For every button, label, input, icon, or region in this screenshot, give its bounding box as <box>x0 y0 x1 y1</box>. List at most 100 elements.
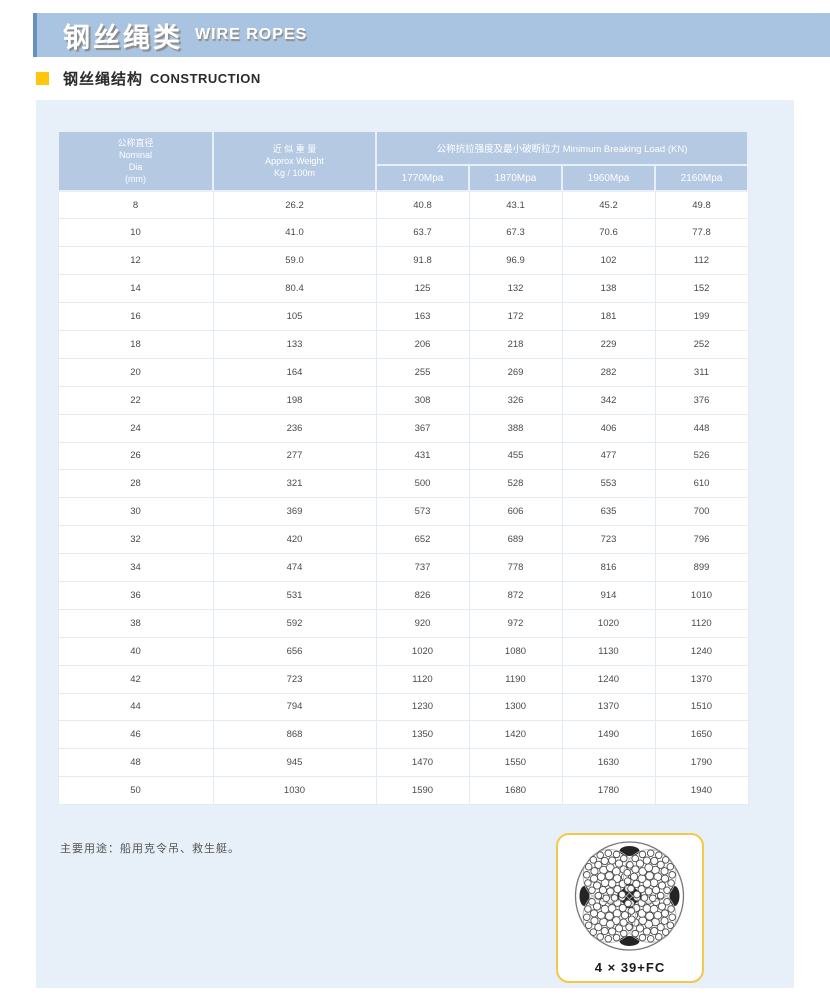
table-cell: 49.8 <box>654 190 749 220</box>
table-cell: 1230 <box>375 692 470 722</box>
table-cell: 277 <box>212 441 377 471</box>
table-cell: 282 <box>561 357 656 387</box>
table-cell: 10 <box>57 218 214 248</box>
table-cell: 652 <box>375 525 470 555</box>
table-cell: 367 <box>375 413 470 443</box>
table-cell: 1300 <box>468 692 563 722</box>
table-cell: 1370 <box>561 692 656 722</box>
table-cell: 431 <box>375 441 470 471</box>
table-cell: 255 <box>375 357 470 387</box>
table-row: 34 474 737 778 816 899 <box>57 553 749 582</box>
table-cell: 528 <box>468 469 563 499</box>
table-cell: 181 <box>561 302 656 331</box>
table-cell: 376 <box>654 385 749 415</box>
table-cell: 112 <box>654 246 749 276</box>
table-cell: 796 <box>654 525 749 555</box>
table-cell: 610 <box>654 469 749 499</box>
table-row: 20 164 255 269 282 311 <box>57 357 749 387</box>
table-cell: 30 <box>57 497 214 527</box>
table-header: 公称直径 Nominal Dia (mm) 近 似 重 量 Approx Wei… <box>57 130 749 192</box>
table-cell: 138 <box>561 274 656 304</box>
table-cell: 132 <box>468 274 563 304</box>
table-cell: 592 <box>212 608 377 638</box>
table-cell: 308 <box>375 385 470 415</box>
section-title-en: CONSTRUCTION <box>150 70 261 86</box>
table-cell: 41.0 <box>212 218 377 248</box>
table-cell: 573 <box>375 497 470 527</box>
table-cell: 1940 <box>654 776 749 806</box>
table-cell: 28 <box>57 469 214 499</box>
rope-image-card: 4 × 39+FC <box>556 833 704 983</box>
table-row: 42 723 1120 1190 1240 1370 <box>57 664 749 694</box>
table-cell: 474 <box>212 553 377 582</box>
header-grade-1770: 1770Mpa <box>375 164 470 192</box>
table-cell: 1350 <box>375 720 470 750</box>
header-grade-2160: 2160Mpa <box>654 164 749 192</box>
table-row: 24 236 367 388 406 448 <box>57 413 749 443</box>
table-cell: 63.7 <box>375 218 470 248</box>
table-row: 16 105 163 172 181 199 <box>57 302 749 331</box>
table-cell: 43.1 <box>468 190 563 220</box>
table-cell: 1020 <box>375 636 470 666</box>
content-panel: 公称直径 Nominal Dia (mm) 近 似 重 量 Approx Wei… <box>36 100 794 988</box>
table-row: 12 59.0 91.8 96.9 102 112 <box>57 246 749 276</box>
table-cell: 369 <box>212 497 377 527</box>
table-cell: 38 <box>57 608 214 638</box>
table-cell: 420 <box>212 525 377 555</box>
table-cell: 252 <box>654 329 749 359</box>
table-cell: 1370 <box>654 664 749 694</box>
table-cell: 236 <box>212 413 377 443</box>
table-row: 22 198 308 326 342 376 <box>57 385 749 415</box>
table-cell: 826 <box>375 580 470 610</box>
header-nominal-dia: 公称直径 Nominal Dia (mm) <box>57 130 214 192</box>
table-cell: 199 <box>654 302 749 331</box>
table-cell: 778 <box>468 553 563 582</box>
table-row: 50 1030 1590 1680 1780 1940 <box>57 776 749 806</box>
table-row: 10 41.0 63.7 67.3 70.6 77.8 <box>57 218 749 248</box>
table-cell: 22 <box>57 385 214 415</box>
table-cell: 920 <box>375 608 470 638</box>
usage-note: 主要用途：船用克令吊、救生艇。 <box>60 843 240 855</box>
table-cell: 1190 <box>468 664 563 694</box>
table-cell: 26.2 <box>212 190 377 220</box>
table-cell: 125 <box>375 274 470 304</box>
table-cell: 26 <box>57 441 214 471</box>
table-cell: 700 <box>654 497 749 527</box>
table-row: 8 26.2 40.8 43.1 45.2 49.8 <box>57 190 749 220</box>
table-cell: 16 <box>57 302 214 331</box>
table-cell: 77.8 <box>654 218 749 248</box>
table-cell: 1240 <box>561 664 656 694</box>
table-cell: 46 <box>57 720 214 750</box>
table-row: 18 133 206 218 229 252 <box>57 329 749 359</box>
table-cell: 269 <box>468 357 563 387</box>
table-cell: 36 <box>57 580 214 610</box>
table-cell: 48 <box>57 748 214 778</box>
table-cell: 1550 <box>468 748 563 778</box>
table-row: 28 321 500 528 553 610 <box>57 469 749 499</box>
table-cell: 1630 <box>561 748 656 778</box>
table-row: 36 531 826 872 914 1010 <box>57 580 749 610</box>
table-cell: 1790 <box>654 748 749 778</box>
table-cell: 96.9 <box>468 246 563 276</box>
yellow-square-icon <box>36 71 49 85</box>
table-cell: 1030 <box>212 776 377 806</box>
section-heading: 钢丝绳结构 CONSTRUCTION <box>36 66 261 90</box>
table-row: 30 369 573 606 635 700 <box>57 497 749 527</box>
table-cell: 163 <box>375 302 470 331</box>
table-cell: 1490 <box>561 720 656 750</box>
table-cell: 311 <box>654 357 749 387</box>
table-cell: 914 <box>561 580 656 610</box>
table-cell: 899 <box>654 553 749 582</box>
table-cell: 32 <box>57 525 214 555</box>
table-cell: 152 <box>654 274 749 304</box>
table-cell: 40 <box>57 636 214 666</box>
table-cell: 172 <box>468 302 563 331</box>
table-row: 46 868 1350 1420 1490 1650 <box>57 720 749 750</box>
table-cell: 67.3 <box>468 218 563 248</box>
table-cell: 1510 <box>654 692 749 722</box>
table-cell: 531 <box>212 580 377 610</box>
table-cell: 723 <box>212 664 377 694</box>
page-title-en: WIRE ROPES <box>195 26 308 43</box>
table-cell: 102 <box>561 246 656 276</box>
